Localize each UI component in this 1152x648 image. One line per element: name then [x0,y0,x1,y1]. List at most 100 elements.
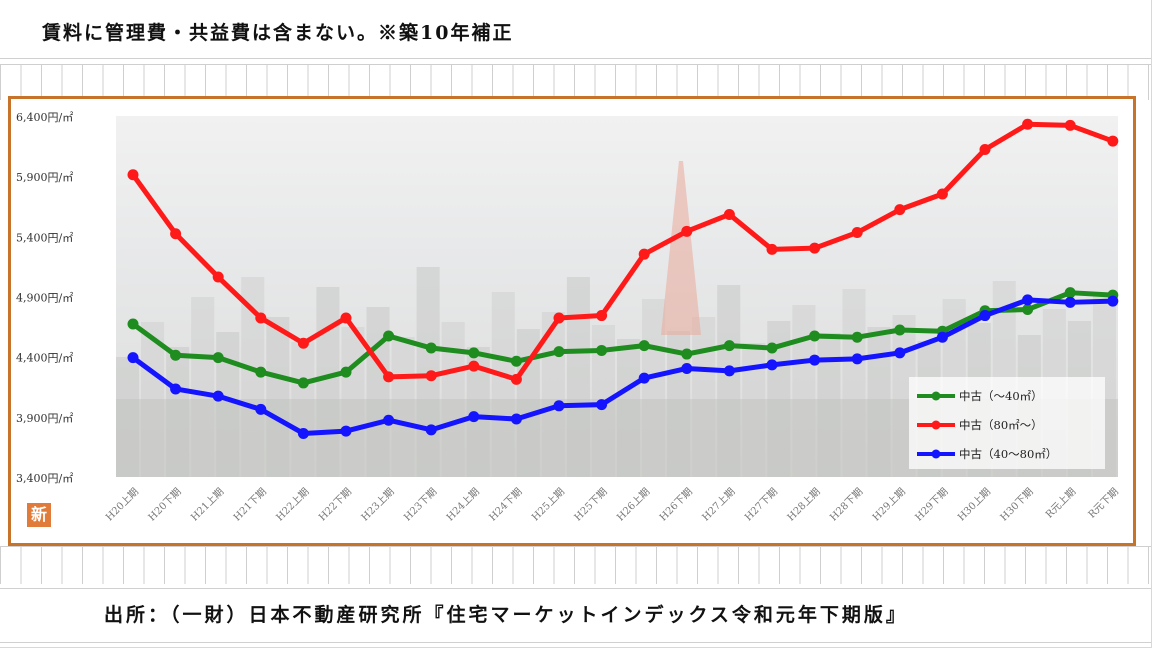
data-point [894,347,906,359]
data-point [1107,135,1119,147]
data-point [383,330,395,342]
data-point [425,424,437,436]
series-2 [127,118,1119,385]
data-point [723,340,735,352]
y-tick-label: 3,400円/㎡ [16,472,73,485]
data-point [383,414,395,426]
skyline-building [191,297,215,477]
data-point [851,331,863,343]
data-point [1022,304,1034,316]
x-tick-label: H29上期 [870,486,908,524]
data-point [170,349,182,361]
x-tick-label: R元下期 [1086,486,1121,521]
data-point [212,271,224,283]
data-point [127,318,139,330]
x-tick-label: H20上期 [103,486,141,524]
data-point [553,400,565,412]
skyline-building [792,305,816,477]
data-point [936,331,948,343]
series-1 [127,287,1119,389]
data-point [809,242,821,254]
data-point [468,360,480,372]
skyline-building [867,327,891,477]
data-point [851,353,863,365]
data-point [681,348,693,360]
data-point [979,310,991,322]
skyline-building [717,285,741,477]
tower-silhouette [661,161,701,335]
x-tick-label: H30上期 [955,486,993,524]
data-point [212,352,224,364]
data-point [936,188,948,200]
x-tick-label: H24下期 [487,486,525,524]
data-point [638,372,650,384]
ruled-line [0,58,1152,59]
legend-marker [931,391,941,401]
data-point [340,312,352,324]
rent-line-chart: 3,400円/㎡ 3,900円/㎡ 4,400円/㎡ 4,900円/㎡ 5,400円/㎡… [16,111,1121,524]
skyline-building [817,333,841,477]
x-tick-label: H28下期 [828,486,866,524]
x-tick-label: H28上期 [785,486,823,524]
data-point [468,411,480,423]
x-tick-label: H21下期 [231,486,269,524]
y-axis: 3,400円/㎡ 3,900円/㎡ 4,400円/㎡ 4,900円/㎡ 5,400円/㎡… [16,111,73,485]
data-point [127,352,139,364]
data-point [553,312,565,324]
x-tick-label: H21上期 [189,486,227,524]
legend: 中古（～40㎡） 中古（80㎡～） 中古（40～80㎡） [909,377,1105,469]
x-tick-label: H25上期 [529,486,567,524]
data-point [894,204,906,216]
x-tick-label: H22上期 [274,486,312,524]
source-citation: 出所：（一財）日本不動産研究所『住宅マーケットインデックス令和元年下期版』 [104,604,908,626]
x-tick-label: H23上期 [359,486,397,524]
y-tick-label: 4,900円/㎡ [16,292,73,305]
data-point [297,337,309,349]
skyline-building [516,329,540,477]
ruled-line [0,588,1152,589]
x-axis: H20上期 H20下期 H21上期 H21下期 H22上期 H22下期 H23上期 H23下期… [103,486,1121,524]
skyline-building [141,322,165,477]
x-tick-label: H24上期 [444,486,482,524]
data-point [510,355,522,367]
data-point [255,312,267,324]
skyline-building [241,277,265,477]
data-point [681,225,693,237]
skyline-building [291,342,315,477]
legend-marker [931,420,941,430]
data-point [979,143,991,155]
x-tick-label: H22下期 [316,486,354,524]
data-point [468,347,480,359]
skyline-building [441,322,465,477]
rent-note: 賃料に管理費・共益費は含まない。※築10年補正 [42,22,514,44]
data-point [1022,294,1034,306]
data-point [766,342,778,354]
x-tick-label: H26下期 [657,486,695,524]
data-point [255,403,267,415]
data-point [596,344,608,356]
skyline-building [617,339,641,477]
y-tick-label: 5,900円/㎡ [16,171,73,184]
data-point [127,169,139,181]
series-3 [127,294,1119,439]
data-point [297,377,309,389]
skyline-building [166,347,190,477]
data-point [723,208,735,220]
data-point [851,227,863,239]
ruled-line [0,642,1152,643]
data-point [553,346,565,358]
new-badge: 新 [27,503,51,527]
legend-label: 中古（～40㎡） [959,389,1043,403]
data-point [212,390,224,402]
skyline-building [266,317,290,477]
skyline-building [216,332,240,477]
skyline-building [491,292,515,477]
x-tick-label: H29下期 [913,486,951,524]
x-tick-label: H25下期 [572,486,610,524]
data-point [1107,295,1119,307]
data-point [638,340,650,352]
series-line [130,297,1116,436]
grid-band-bottom [0,546,1152,584]
data-point [425,342,437,354]
data-point [766,243,778,255]
